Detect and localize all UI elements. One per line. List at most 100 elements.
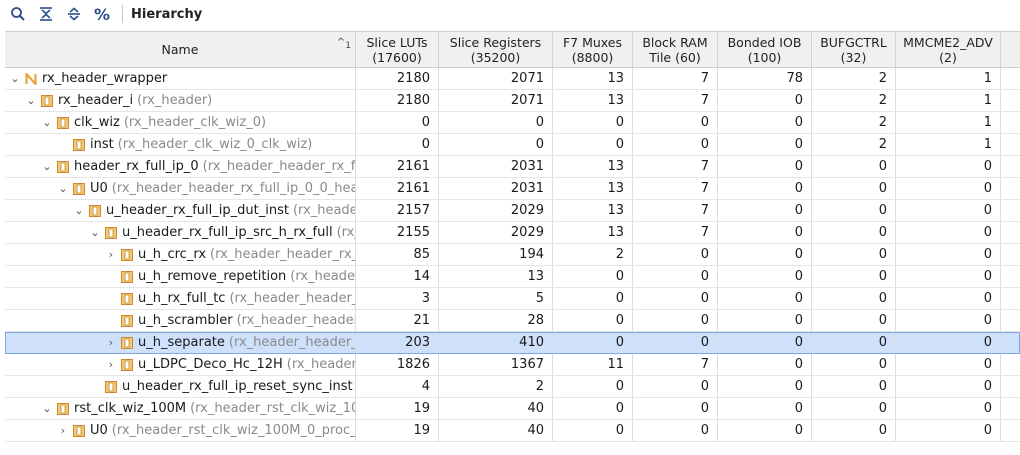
module-reference: (rx_header_ [286,357,356,372]
cell-mmcme2-adv: 1 [896,68,1001,89]
cell-name[interactable]: ⌄ rst_clk_wiz_100M (rx_header_rst_clk_wiz_… [5,398,356,419]
table-row[interactable]: ⌄ clk_wiz (rx_header_clk_wiz_0) 0 0 0 0 0 2 1 [5,112,1020,134]
table-row[interactable]: inst (rx_header_clk_wiz_0_clk_wiz) 0 0 0 0 0 2 1 [5,134,1020,156]
table-row[interactable]: › U0 (rx_header_rst_clk_wiz_100M_0_proc_sy… [5,420,1020,442]
cell-slice-registers: 2029 [439,200,553,221]
top-module-icon [25,72,37,85]
expand-all-button[interactable] [62,2,86,26]
cell-block-ram-tile: 7 [633,68,718,89]
expand-toggle-open-icon[interactable]: ⌄ [42,116,52,129]
cell-name[interactable]: inst (rx_header_clk_wiz_0_clk_wiz) [5,134,356,155]
table-row[interactable]: ⌄ rx_header_i (rx_header) 2180 2071 13 7 0 2 1 [5,90,1020,112]
expand-toggle-open-icon[interactable]: ⌄ [26,94,36,107]
table-row[interactable]: › u_LDPC_Deco_Hc_12H (rx_header_ 1826 1367 11… [5,354,1020,376]
cell-name[interactable]: › u_LDPC_Deco_Hc_12H (rx_header_ [5,354,356,375]
instance-name: u_header_rx_full_ip_src_h_rx_full [122,225,333,240]
cell-name[interactable]: ⌄ clk_wiz (rx_header_clk_wiz_0) [5,112,356,133]
column-header-block-ram-tile[interactable]: Block RAM Tile (60) [633,32,718,67]
cell-slice-registers: 410 [439,332,553,353]
cell-block-ram-tile: 0 [633,310,718,331]
cell-name[interactable]: u_h_scrambler (rx_header_header_ [5,310,356,331]
cell-bonded-iob: 0 [718,178,812,199]
column-header-bufgctrl[interactable]: BUFGCTRL (32) [812,32,896,67]
module-reference: (rx_header_clk_wiz_0) [123,115,267,130]
cell-name[interactable]: ⌄ rx_header_i (rx_header) [5,90,356,111]
cell-f7-muxes: 11 [553,354,633,375]
column-header-mmcme2-adv[interactable]: MMCME2_ADV (2) [896,32,1001,67]
cell-name[interactable]: u_h_rx_full_tc (rx_header_header_r [5,288,356,309]
cell-slice-registers: 5 [439,288,553,309]
column-header-bonded-iob[interactable]: Bonded IOB (100) [718,32,812,67]
table-row[interactable]: › u_h_crc_rx (rx_header_header_rx_f 85 194 2 0… [5,244,1020,266]
table-row[interactable]: ⌄u_header_rx_full_ip_src_h_rx_full(rx_h2… [5,222,1020,244]
cell-name[interactable]: ⌄ u_header_rx_full_ip_dut_inst(rx_header_ [5,200,356,221]
column-header-name[interactable]: Name ^1 [5,32,356,67]
cell-bufgctrl: 0 [812,156,896,177]
cell-bufgctrl: 2 [812,68,896,89]
cell-slice-registers: 2031 [439,156,553,177]
expand-toggle-open-icon[interactable]: ⌄ [74,204,84,217]
cell-slice-luts: 2161 [356,178,439,199]
column-header-slice-luts[interactable]: Slice LUTs (17600) [356,32,439,67]
cell-bufgctrl: 2 [812,90,896,111]
cell-name[interactable]: › u_h_crc_rx (rx_header_header_rx_f [5,244,356,265]
column-header-f7-muxes[interactable]: F7 Muxes (8800) [553,32,633,67]
expand-toggle-open-icon[interactable]: ⌄ [90,226,100,239]
table-body: ⌄ rx_header_wrapper 2180 2071 13 7 78 2 1 ⌄ rx_hea… [5,68,1020,442]
cell-slice-luts: 14 [356,266,439,287]
table-row[interactable]: u_h_scrambler (rx_header_header_ 21 28 0 0 0 0 0 [5,310,1020,332]
cell-bufgctrl: 0 [812,200,896,221]
cell-bufgctrl: 0 [812,244,896,265]
expand-all-icon [68,7,80,21]
expand-toggle-open-icon[interactable]: ⌄ [42,160,52,173]
module-icon [105,380,117,393]
search-button[interactable] [6,2,30,26]
cell-block-ram-tile: 0 [633,266,718,287]
cell-f7-muxes: 13 [553,200,633,221]
cell-name[interactable]: ⌄ U0 (rx_header_header_rx_full_ip_0_0_head [5,178,356,199]
expand-toggle-closed-icon[interactable]: › [108,248,114,261]
cell-mmcme2-adv: 0 [896,288,1001,309]
percent-button[interactable]: % [90,2,114,26]
cell-bufgctrl: 0 [812,354,896,375]
table-row[interactable]: ⌄ header_rx_full_ip_0 (rx_header_header_rx… [5,156,1020,178]
instance-name: rst_clk_wiz_100M [74,401,187,416]
expand-toggle-open-icon[interactable]: ⌄ [42,402,52,415]
instance-name: inst [90,137,114,152]
table-row[interactable]: ⌄ u_header_rx_full_ip_dut_inst(rx_header_… [5,200,1020,222]
collapse-all-button[interactable] [34,2,58,26]
table-row[interactable]: ⌄ rst_clk_wiz_100M (rx_header_rst_clk_wiz_… [5,398,1020,420]
cell-slice-luts: 2157 [356,200,439,221]
column-header-slice-registers[interactable]: Slice Registers (35200) [439,32,553,67]
cell-bonded-iob: 0 [718,288,812,309]
cell-bonded-iob: 0 [718,376,812,397]
cell-name[interactable]: ⌄ header_rx_full_ip_0 (rx_header_header_rx… [5,156,356,177]
cell-slice-luts: 19 [356,420,439,441]
module-icon [121,270,133,283]
cell-bonded-iob: 78 [718,68,812,89]
cell-bufgctrl: 0 [812,310,896,331]
module-icon [121,314,133,327]
cell-name[interactable]: u_header_rx_full_ip_reset_sync_inst(rx_ [5,376,356,397]
cell-name[interactable]: ⌄ rx_header_wrapper [5,68,356,89]
expand-toggle-open-icon[interactable]: ⌄ [58,182,68,195]
cell-name[interactable]: › U0 (rx_header_rst_clk_wiz_100M_0_proc_sy [5,420,356,441]
cell-block-ram-tile: 7 [633,222,718,243]
table-row[interactable]: ⌄ U0 (rx_header_header_rx_full_ip_0_0_head… [5,178,1020,200]
table-row[interactable]: u_h_rx_full_tc (rx_header_header_r 3 5 0 0 0 0 0 [5,288,1020,310]
table-row[interactable]: › u_h_separate (rx_header_header_ 203 410 0 0 0… [5,332,1020,354]
cell-bufgctrl: 0 [812,420,896,441]
toolbar-divider [122,5,123,23]
cell-name[interactable]: ⌄ u_header_rx_full_ip_src_h_rx_full(rx_h [5,222,356,243]
table-row[interactable]: u_header_rx_full_ip_reset_sync_inst(rx_4… [5,376,1020,398]
panel-title: Hierarchy [131,6,203,22]
table-row[interactable]: u_h_remove_repetition(rx_header_14130000… [5,266,1020,288]
table-row[interactable]: ⌄ rx_header_wrapper 2180 2071 13 7 78 2 1 [5,68,1020,90]
cell-slice-luts: 2155 [356,222,439,243]
expand-toggle-open-icon[interactable]: ⌄ [10,72,20,85]
expand-toggle-closed-icon[interactable]: › [108,358,114,371]
expand-toggle-closed-icon[interactable]: › [108,336,114,349]
expand-toggle-closed-icon[interactable]: › [60,424,66,437]
cell-name[interactable]: › u_h_separate (rx_header_header_ [5,332,356,353]
cell-name[interactable]: u_h_remove_repetition(rx_header_ [5,266,356,287]
